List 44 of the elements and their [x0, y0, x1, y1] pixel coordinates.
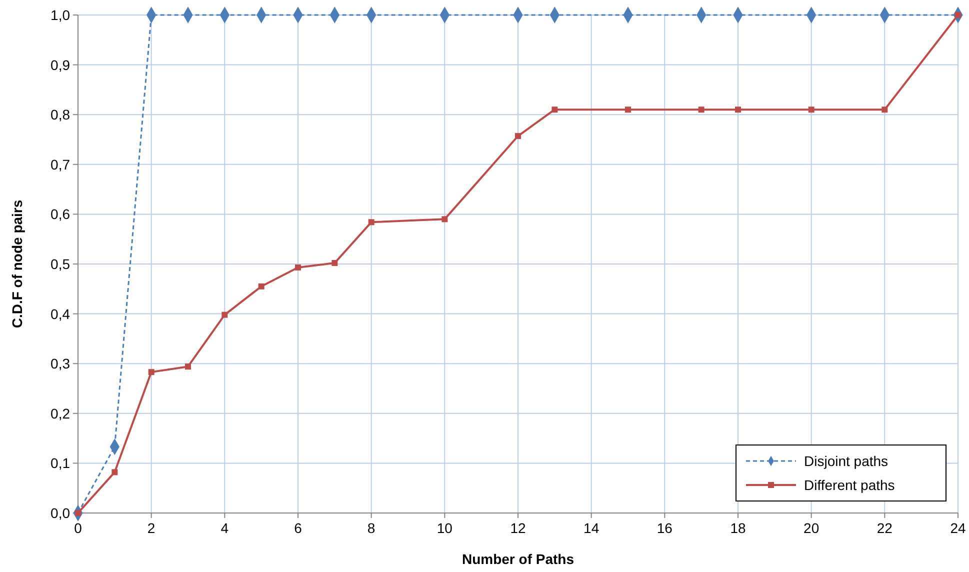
x-tick-label: 12 — [510, 520, 526, 536]
x-tick-label: 22 — [876, 520, 893, 536]
point — [332, 260, 338, 266]
y-tick-label: 0,0 — [50, 505, 70, 521]
point — [112, 469, 118, 476]
x-tick-label: 16 — [656, 520, 673, 536]
point — [368, 219, 374, 226]
y-tick-label: 0,6 — [50, 206, 70, 222]
x-tick-label: 2 — [147, 520, 156, 536]
point — [148, 369, 154, 376]
x-tick-label: 14 — [584, 520, 600, 536]
y-axis-title: C.D.F of node pairs — [9, 200, 25, 328]
point — [882, 106, 888, 113]
legend-label: Different paths — [804, 477, 895, 493]
point — [185, 364, 191, 370]
x-axis-title: Number of Paths — [462, 551, 574, 567]
y-tick-label: 0,1 — [50, 455, 70, 472]
x-tick-label: 24 — [950, 520, 966, 536]
y-tick-label: 0,5 — [50, 256, 70, 272]
x-tick-label: 0 — [74, 520, 82, 536]
x-tick-label: 20 — [804, 520, 820, 536]
point — [258, 283, 264, 290]
point — [515, 133, 521, 140]
y-tick-label: 0,7 — [50, 156, 70, 172]
x-tick-label: 6 — [294, 520, 302, 536]
x-tick-label: 10 — [436, 520, 453, 536]
point — [808, 106, 814, 113]
point — [698, 106, 704, 113]
y-tick-label: 0,2 — [50, 405, 70, 422]
x-tick-label: 4 — [220, 520, 229, 536]
y-tick-label: 0,9 — [50, 56, 70, 73]
y-tick-label: 0,4 — [50, 306, 70, 322]
point — [222, 312, 228, 318]
point — [735, 106, 741, 113]
point — [295, 264, 301, 270]
point — [552, 106, 558, 113]
y-tick-label: 0,3 — [50, 356, 70, 372]
y-tick-label: 1,0 — [50, 7, 70, 23]
point — [442, 216, 448, 222]
point — [625, 106, 631, 113]
y-tick-label: 0,8 — [50, 106, 70, 123]
legend-label: Disjoint paths — [804, 453, 888, 469]
x-tick-label: 8 — [367, 520, 376, 536]
x-tick-label: 18 — [730, 520, 746, 536]
